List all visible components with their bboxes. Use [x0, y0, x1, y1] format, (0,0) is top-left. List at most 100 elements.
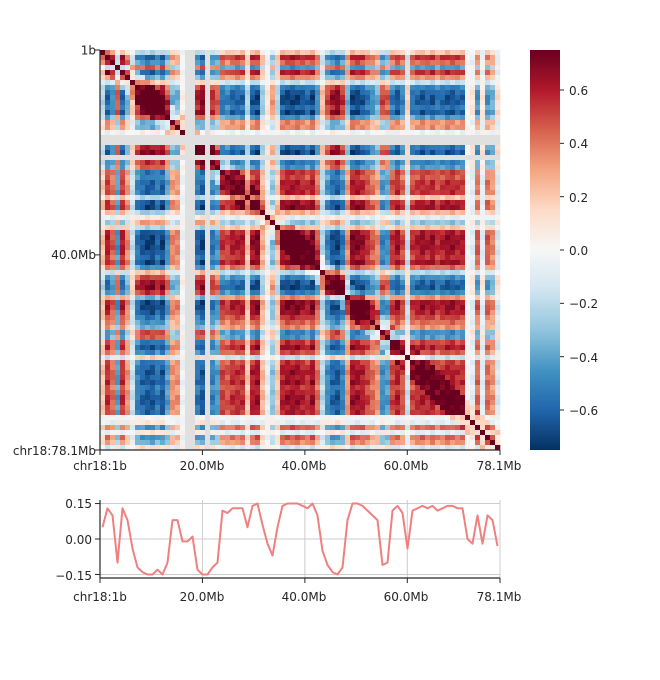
heatmap-cell: [485, 190, 491, 196]
heatmap-cell: [260, 185, 266, 191]
heatmap-cell: [425, 50, 431, 56]
heatmap-cell: [415, 55, 421, 61]
heatmap-cell: [320, 350, 326, 356]
heatmap-cell: [420, 110, 426, 116]
heatmap-cell: [155, 225, 161, 231]
heatmap-cell: [265, 360, 271, 366]
heatmap-cell: [370, 200, 376, 206]
heatmap-cell: [210, 95, 216, 101]
heatmap-cell: [295, 115, 301, 121]
heatmap-cell: [340, 310, 346, 316]
heatmap-cell: [220, 145, 226, 151]
heatmap-cell: [460, 125, 466, 131]
heatmap-cell: [465, 315, 471, 321]
heatmap-cell: [490, 125, 496, 131]
heatmap-cell: [345, 180, 351, 186]
heatmap-cell: [130, 175, 136, 181]
heatmap-cell: [350, 140, 356, 146]
heatmap-cell: [135, 285, 141, 291]
heatmap-cell: [495, 200, 501, 206]
heatmap-cell: [115, 335, 121, 341]
heatmap-cell: [120, 105, 126, 111]
heatmap-cell: [160, 175, 166, 181]
heatmap-cell: [390, 345, 396, 351]
heatmap-cell: [110, 60, 116, 66]
heatmap-cell: [360, 220, 366, 226]
heatmap-cell: [145, 210, 151, 216]
heatmap-cell: [110, 165, 116, 171]
heatmap-cell: [455, 290, 461, 296]
heatmap-cell: [395, 325, 401, 331]
heatmap-cell: [385, 50, 391, 56]
heatmap-cell: [305, 60, 311, 66]
heatmap-cell: [315, 125, 321, 131]
heatmap-cell: [100, 55, 106, 61]
heatmap-cell: [225, 140, 231, 146]
heatmap-cell: [325, 215, 331, 221]
heatmap-cell: [325, 155, 331, 161]
heatmap-cell: [270, 85, 276, 91]
heatmap-cell: [190, 175, 196, 181]
heatmap-cell: [195, 275, 201, 281]
heatmap-cell: [470, 285, 476, 291]
heatmap-cell: [390, 150, 396, 156]
heatmap-cell: [425, 145, 431, 151]
heatmap-cell: [225, 150, 231, 156]
heatmap-cell: [420, 220, 426, 226]
heatmap-cell: [395, 240, 401, 246]
heatmap-cell: [295, 330, 301, 336]
heatmap-cell: [470, 60, 476, 66]
heatmap-cell: [285, 290, 291, 296]
heatmap-cell: [410, 325, 416, 331]
heatmap-cell: [215, 105, 221, 111]
heatmap-cell: [315, 95, 321, 101]
heatmap-cell: [400, 290, 406, 296]
heatmap-cell: [345, 310, 351, 316]
heatmap-cell: [205, 340, 211, 346]
heatmap-cell: [230, 300, 236, 306]
heatmap-cell: [125, 50, 131, 56]
heatmap-cell: [305, 265, 311, 271]
heatmap-cell: [395, 250, 401, 256]
heatmap-cell: [170, 220, 176, 226]
heatmap-cell: [400, 120, 406, 126]
heatmap-cell: [375, 110, 381, 116]
heatmap-cell: [400, 355, 406, 361]
heatmap-cell: [280, 85, 286, 91]
heatmap-cell: [350, 150, 356, 156]
heatmap-cell: [455, 130, 461, 136]
heatmap-cell: [260, 305, 266, 311]
heatmap-cell: [140, 340, 146, 346]
heatmap-cell: [140, 255, 146, 261]
heatmap-cell: [245, 105, 251, 111]
heatmap-cell: [155, 145, 161, 151]
heatmap-cell: [495, 100, 501, 106]
heatmap-cell: [460, 265, 466, 271]
heatmap-cell: [145, 70, 151, 76]
heatmap-cell: [450, 270, 456, 276]
heatmap-cell: [310, 125, 316, 131]
heatmap-cell: [250, 240, 256, 246]
heatmap-cell: [460, 50, 466, 56]
heatmap-cell: [450, 65, 456, 71]
heatmap-cell: [240, 345, 246, 351]
heatmap-cell: [245, 195, 251, 201]
heatmap-cell: [315, 170, 321, 176]
heatmap-cell: [360, 245, 366, 251]
heatmap-cell: [490, 110, 496, 116]
heatmap-cell: [155, 90, 161, 96]
heatmap-cell: [325, 170, 331, 176]
heatmap-cell: [185, 55, 191, 61]
heatmap-cell: [170, 175, 176, 181]
heatmap-cell: [435, 60, 441, 66]
heatmap-cell: [210, 330, 216, 336]
heatmap-cell: [145, 240, 151, 246]
heatmap-cell: [425, 355, 431, 361]
heatmap-cell: [185, 210, 191, 216]
heatmap-cell: [490, 120, 496, 126]
heatmap-cell: [335, 200, 341, 206]
heatmap-cell: [335, 95, 341, 101]
heatmap-cell: [115, 295, 121, 301]
heatmap-cell: [175, 360, 181, 366]
heatmap-cell: [355, 300, 361, 306]
